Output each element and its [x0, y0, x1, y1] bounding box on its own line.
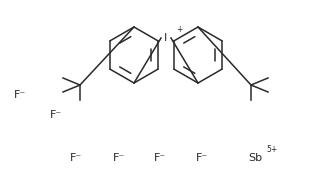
Text: I: I	[165, 33, 167, 43]
Text: F⁻: F⁻	[70, 153, 82, 163]
Text: F⁻: F⁻	[154, 153, 166, 163]
Text: F⁻: F⁻	[50, 110, 62, 120]
Text: 5+: 5+	[266, 145, 277, 154]
Text: F⁻: F⁻	[14, 90, 26, 100]
Text: F⁻: F⁻	[113, 153, 125, 163]
Text: +: +	[176, 24, 182, 33]
Text: F⁻: F⁻	[196, 153, 208, 163]
Text: Sb: Sb	[248, 153, 262, 163]
